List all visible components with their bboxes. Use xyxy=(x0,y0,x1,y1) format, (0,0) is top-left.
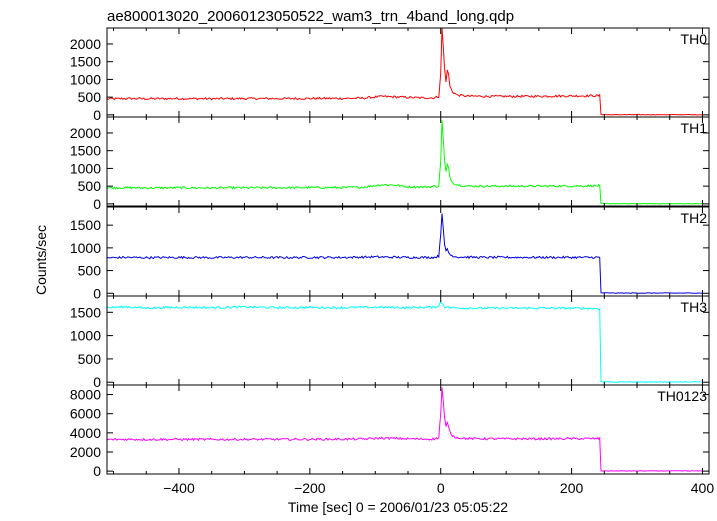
chart-title: ae800013020_20060123050522_wam3_trn_4ban… xyxy=(107,8,514,25)
panel-label-th2: TH2 xyxy=(681,210,708,226)
panel-label-th3: TH3 xyxy=(681,299,708,315)
x-tick-label: 200 xyxy=(560,480,584,496)
y-tick-label: 8000 xyxy=(70,387,101,403)
x-tick-label: 0 xyxy=(437,480,445,496)
x-tick-label: −400 xyxy=(163,480,195,496)
y-axis-label: Counts/sec xyxy=(33,225,49,295)
y-tick-label: 0 xyxy=(93,285,101,301)
series-line-th0 xyxy=(107,28,703,116)
series-line-th1 xyxy=(107,120,703,205)
y-tick-label: 2000 xyxy=(70,36,101,52)
panel-frame xyxy=(106,116,710,207)
panel-th0123: 0 2000 4000 6000 8000 TH0123 xyxy=(70,384,710,479)
y-tick-label: 0 xyxy=(93,374,101,390)
series-line-th0123 xyxy=(107,387,703,472)
x-tick-label: −200 xyxy=(294,480,326,496)
x-tick-label: 400 xyxy=(691,480,715,496)
panel-frame xyxy=(106,206,710,297)
series-line-th2 xyxy=(107,213,703,294)
y-tick-label: 1500 xyxy=(70,304,101,320)
panel-th3: 0 500 1000 1500 TH3 xyxy=(70,295,710,390)
panel-label-th0: TH0 xyxy=(681,31,708,47)
y-tick-label: 2000 xyxy=(70,125,101,141)
panel-frame xyxy=(106,27,710,118)
y-tick-label: 500 xyxy=(78,263,102,279)
y-tick-label: 500 xyxy=(78,351,102,367)
y-tick-label: 500 xyxy=(78,178,102,194)
y-tick-label: 1000 xyxy=(70,328,101,344)
series-line-th3 xyxy=(107,300,703,383)
panel-frame xyxy=(106,295,710,386)
y-tick-label: 1500 xyxy=(70,143,101,159)
y-tick-label: 500 xyxy=(78,89,102,105)
y-tick-label: 0 xyxy=(93,107,101,123)
y-tick-label: 1000 xyxy=(70,160,101,176)
y-tick-label: 1000 xyxy=(70,240,101,256)
x-axis-label: Time [sec] 0 = 2006/01/23 05:05:22 xyxy=(288,499,508,515)
y-tick-label: 0 xyxy=(93,463,101,479)
y-tick-label: 1500 xyxy=(70,217,101,233)
panel-frame xyxy=(106,384,710,475)
panel-th2: 0 500 1000 1500 TH2 xyxy=(70,206,710,301)
panel-label-th1: TH1 xyxy=(681,120,708,136)
panel-label-th0123: TH0123 xyxy=(657,388,707,404)
y-tick-label: 4000 xyxy=(70,425,101,441)
y-tick-label: 6000 xyxy=(70,406,101,422)
y-tick-label: 0 xyxy=(93,196,101,212)
y-tick-label: 2000 xyxy=(70,444,101,460)
y-tick-label: 1000 xyxy=(70,71,101,87)
y-tick-label: 1500 xyxy=(70,54,101,70)
